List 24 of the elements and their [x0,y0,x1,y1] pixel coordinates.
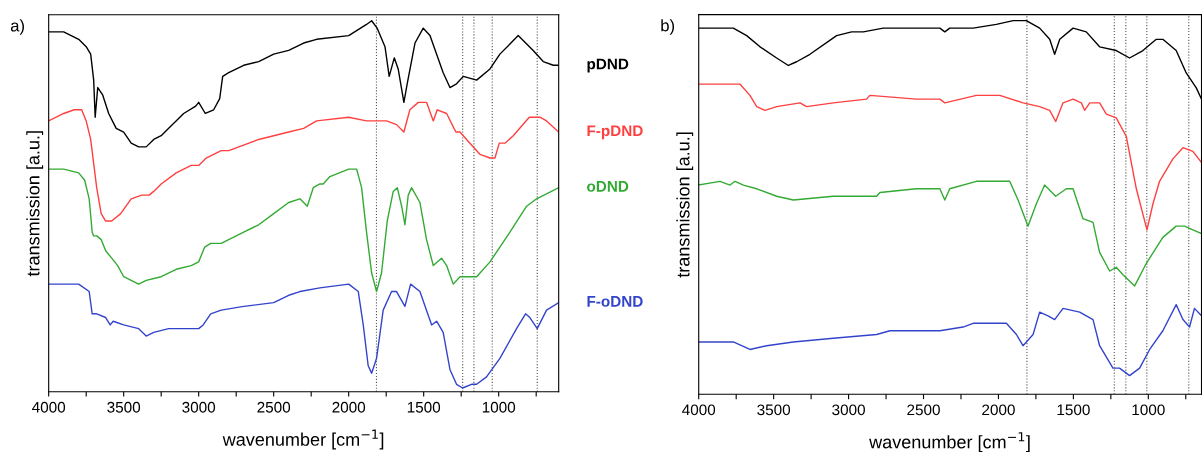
series-label: oDND [587,181,629,192]
x-tick-label: 1000 [1132,404,1165,416]
x-tick-label: 1500 [1057,404,1090,416]
x-tick-label: 1000 [482,401,516,413]
x-tick-label: 3000 [832,404,865,416]
x-tick-label: 2000 [982,404,1015,416]
x-tick-label: 4000 [32,401,66,413]
series-label: pDND [587,58,629,73]
x-tick-label: 3000 [182,401,216,413]
x-tick-label: 3500 [757,404,791,416]
chart-title: b) [661,19,675,35]
x-tick-label: 1500 [407,401,441,413]
series-label: F-pDND [587,125,643,140]
y-axis-title: transmission [a.u.] [676,132,694,278]
x-tick-label: 2000 [332,401,366,413]
x-tick-label: 2500 [257,401,291,413]
chart-title: a) [10,19,24,35]
x-tick-label: 2500 [907,404,940,416]
y-axis-title: transmission [a.u.] [26,131,44,277]
x-tick-label: 4000 [682,404,716,416]
series-label: F-oDND [587,296,643,307]
x-axis-title: wavenumber [cm$^{−1}$] [869,432,1030,453]
x-axis-title: wavenumber [cm$^{−1}$] [222,429,384,450]
x-tick-label: 3500 [107,401,141,413]
